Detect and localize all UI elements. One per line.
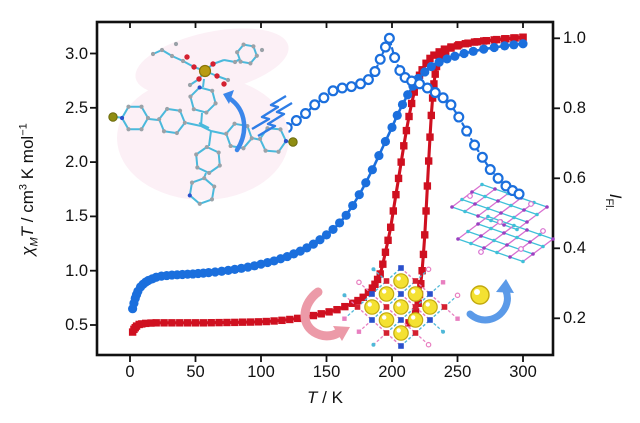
y-right-tick-label: 0.4 bbox=[563, 239, 586, 258]
y-right-tick-label: 0.6 bbox=[563, 169, 586, 188]
chi-symbol: χ bbox=[18, 246, 38, 256]
series-chiMT-blue bbox=[128, 39, 528, 314]
axes-frame bbox=[90, 20, 560, 362]
x-tick-label: 100 bbox=[247, 363, 275, 381]
y-axis-label-right: IFl. bbox=[602, 193, 626, 211]
spin-crossover-complex-molecule bbox=[108, 28, 298, 206]
x-axis-label: T / K bbox=[307, 388, 343, 407]
y-right-tick-label: 0.8 bbox=[563, 99, 586, 118]
photoexcitation-bolt bbox=[251, 94, 293, 138]
guest-release-arrow bbox=[466, 279, 514, 324]
y-left-tick-label: 0.5 bbox=[65, 316, 88, 334]
layered-2d-network bbox=[450, 182, 555, 264]
x-tick-label: 200 bbox=[378, 363, 406, 381]
y-right-tick-label: 1.0 bbox=[563, 29, 586, 48]
series-chiMT-red-heating bbox=[405, 33, 527, 327]
host-framework-with-guests bbox=[342, 265, 461, 349]
transformation-arrow bbox=[223, 90, 247, 153]
x-tick-label: 50 bbox=[186, 363, 205, 381]
y-left-tick-label: 2.0 bbox=[65, 153, 88, 172]
x-tick-label: 0 bbox=[125, 363, 135, 381]
y-left-tick-label: 3.0 bbox=[65, 44, 88, 63]
y-left-tick-label: 2.5 bbox=[65, 98, 88, 117]
y-left-tick-label: 1.5 bbox=[65, 207, 88, 226]
y-axis-label-left: χMT / cm3 K mol−1 bbox=[17, 123, 41, 256]
guest-atom bbox=[470, 285, 490, 305]
series-fluorescence-intensity bbox=[281, 32, 525, 200]
y-left-tick-label: 1.0 bbox=[65, 261, 88, 280]
x-tick-label: 250 bbox=[443, 363, 472, 381]
y-right-tick-label: 0.2 bbox=[563, 309, 586, 328]
guest-uptake-arrow bbox=[300, 287, 350, 341]
x-tick-label: 150 bbox=[312, 363, 341, 381]
x-tick-label: 300 bbox=[509, 363, 537, 381]
